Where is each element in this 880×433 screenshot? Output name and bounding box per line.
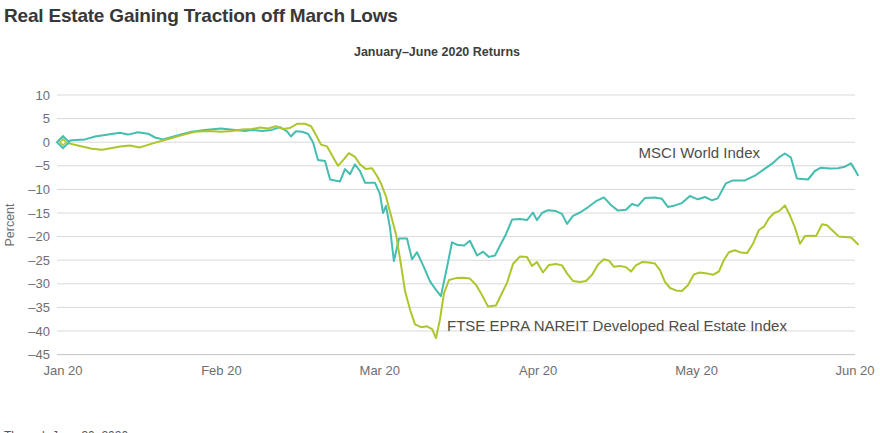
x-tick-label: Jan 20 bbox=[43, 363, 82, 378]
x-tick-label: May 20 bbox=[675, 363, 718, 378]
line-chart-canvas: 10 5 0 –5 –10 –15 –20 –25 –30 –35 –40 –45Jan 20 Feb … bbox=[0, 80, 880, 392]
x-tick-label: Feb 20 bbox=[201, 363, 241, 378]
y-tick-label: –45 bbox=[28, 347, 50, 362]
y-tick-label: –35 bbox=[28, 300, 50, 315]
y-tick-label: 5 bbox=[43, 111, 50, 126]
series-annotation: MSCI World Index bbox=[639, 144, 761, 161]
y-axis-title: Percent bbox=[3, 203, 17, 247]
page-title: Real Estate Gaining Traction off March L… bbox=[4, 5, 398, 27]
y-tick-label: –10 bbox=[28, 182, 50, 197]
chart-subtitle: January–June 2020 Returns bbox=[354, 45, 520, 59]
x-tick-label: Mar 20 bbox=[360, 363, 400, 378]
start-marker-diamond bbox=[57, 136, 69, 148]
series-annotation: FTSE EPRA NAREIT Developed Real Estate I… bbox=[447, 317, 787, 334]
x-tick-label: Apr 20 bbox=[519, 363, 557, 378]
real-estate-chart-figure: Real Estate Gaining Traction off March L… bbox=[0, 0, 880, 433]
x-tick-label: Jun 20 bbox=[835, 363, 874, 378]
y-tick-label: –25 bbox=[28, 253, 50, 268]
y-tick-label: 0 bbox=[43, 135, 50, 150]
y-tick-label: –5 bbox=[36, 158, 50, 173]
y-tick-label: –30 bbox=[28, 276, 50, 291]
y-tick-label: –20 bbox=[28, 229, 50, 244]
y-tick-label: –15 bbox=[28, 206, 50, 221]
chart-footnote: Through June 30, 2020 Source: FTSE, MSCI… bbox=[4, 396, 265, 433]
y-tick-label: –40 bbox=[28, 324, 50, 339]
y-tick-label: 10 bbox=[36, 88, 50, 103]
footnote-through-date: Through June 30, 2020 bbox=[4, 428, 265, 433]
